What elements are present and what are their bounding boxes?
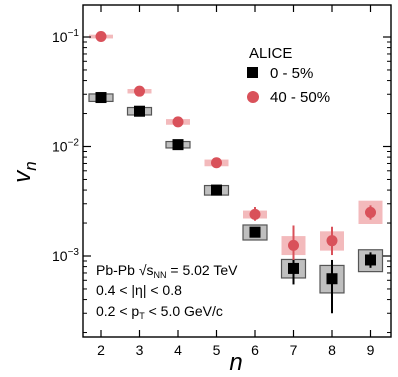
y-tick-label: 10−1 bbox=[52, 28, 79, 45]
legend: ALICE 0 - 5% 40 - 50% bbox=[247, 45, 330, 106]
y-tick-label: 10−2 bbox=[52, 138, 79, 155]
legend-marker-40-50 bbox=[247, 91, 259, 103]
legend-label-40-50: 40 - 50% bbox=[270, 89, 330, 106]
marker-central bbox=[211, 184, 222, 196]
x-tick-label: 2 bbox=[97, 342, 105, 358]
systematic-error-boxes bbox=[88, 34, 384, 294]
x-tick-label: 6 bbox=[251, 342, 259, 358]
marker-peripheral bbox=[134, 85, 145, 97]
marker-peripheral bbox=[249, 208, 261, 220]
x-tick-label: 8 bbox=[328, 342, 336, 358]
marker-peripheral bbox=[365, 206, 376, 218]
marker-central bbox=[288, 262, 299, 274]
marker-central bbox=[134, 105, 145, 117]
marker-peripheral bbox=[288, 239, 299, 251]
marker-peripheral bbox=[326, 235, 338, 247]
x-tick-label: 5 bbox=[213, 342, 221, 358]
marker-central bbox=[365, 254, 376, 266]
annotation-pt: 0.2 < pT < 5.0 GeV/c bbox=[96, 303, 223, 321]
marker-peripheral bbox=[211, 157, 222, 169]
data-markers bbox=[95, 31, 376, 285]
axis-ticks: 2 3 4 5 6 7 8 9 10−1 10−2 10−3 bbox=[52, 5, 391, 358]
y-tick-label: 10−3 bbox=[52, 247, 79, 264]
legend-label-0-5: 0 - 5% bbox=[270, 65, 313, 82]
legend-marker-0-5 bbox=[247, 67, 258, 78]
legend-title: ALICE bbox=[249, 45, 292, 62]
x-axis-label: n bbox=[229, 349, 242, 376]
x-tick-label: 7 bbox=[290, 342, 298, 358]
marker-central bbox=[172, 139, 184, 151]
x-tick-label: 3 bbox=[136, 342, 144, 358]
statistical-error-bars bbox=[254, 205, 372, 314]
svg-text:vn: vn bbox=[9, 161, 40, 182]
y-axis-label: vn bbox=[9, 161, 40, 182]
annotation-eta: 0.4 < |η| < 0.8 bbox=[96, 282, 182, 298]
x-tick-label: 4 bbox=[174, 342, 182, 358]
x-tick-label: 9 bbox=[367, 342, 375, 358]
marker-central bbox=[95, 92, 107, 104]
marker-peripheral bbox=[172, 116, 184, 128]
marker-central bbox=[326, 273, 338, 285]
annotation-block: Pb-Pb √sNN = 5.02 TeV 0.4 < |η| < 0.8 0.… bbox=[96, 262, 238, 321]
annotation-system: Pb-Pb √sNN = 5.02 TeV bbox=[96, 262, 238, 280]
marker-peripheral bbox=[95, 31, 107, 43]
marker-central bbox=[249, 226, 261, 238]
